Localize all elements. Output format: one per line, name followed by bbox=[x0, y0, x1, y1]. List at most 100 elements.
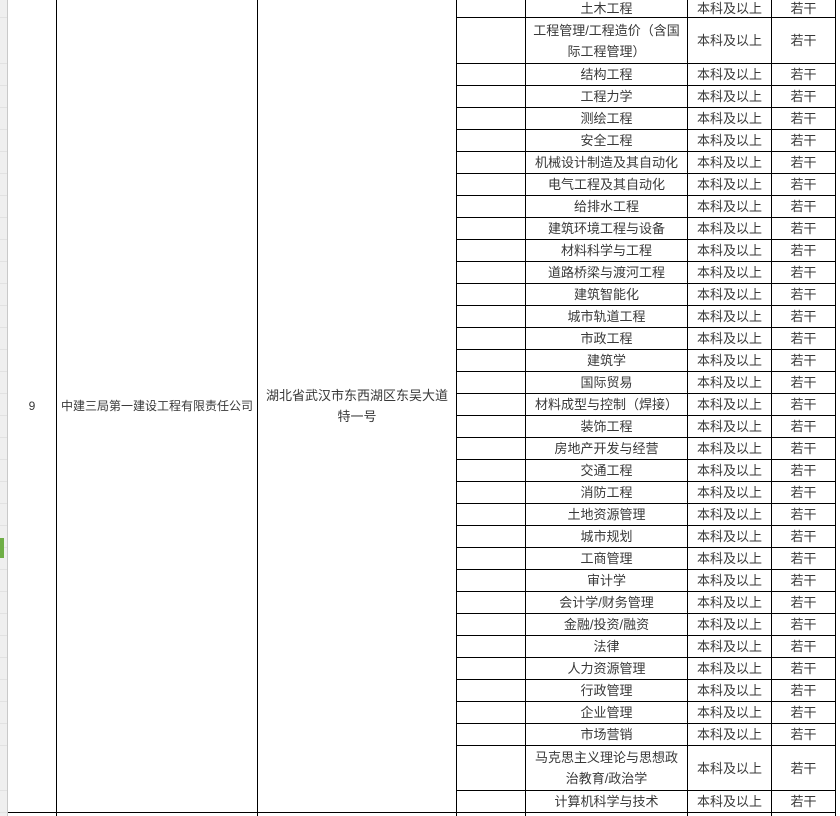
count-cell[interactable]: 若干 bbox=[772, 570, 836, 592]
degree-cell[interactable]: 本科及以上 bbox=[688, 174, 772, 196]
major-cell[interactable]: 机械设计制造及其自动化 bbox=[526, 152, 688, 174]
count-cell[interactable]: 若干 bbox=[772, 482, 836, 504]
major-cell[interactable]: 交通工程 bbox=[526, 460, 688, 482]
empty-cell[interactable] bbox=[457, 328, 526, 350]
count-cell[interactable]: 若干 bbox=[772, 284, 836, 306]
count-cell[interactable]: 若干 bbox=[772, 394, 836, 416]
degree-cell[interactable]: 本科及以上 bbox=[688, 306, 772, 328]
degree-cell[interactable]: 本科及以上 bbox=[688, 86, 772, 108]
major-cell[interactable]: 土木工程 bbox=[526, 0, 688, 18]
empty-cell[interactable] bbox=[457, 394, 526, 416]
major-cell[interactable]: 会计学/财务管理 bbox=[526, 592, 688, 614]
major-cell[interactable]: 安全工程 bbox=[526, 130, 688, 152]
count-cell[interactable]: 若干 bbox=[772, 724, 836, 746]
empty-cell[interactable] bbox=[457, 240, 526, 262]
major-cell[interactable]: 市政工程 bbox=[526, 328, 688, 350]
empty-cell[interactable] bbox=[457, 548, 526, 570]
count-cell[interactable]: 若干 bbox=[772, 64, 836, 86]
major-cell[interactable]: 装饰工程 bbox=[526, 416, 688, 438]
degree-cell[interactable]: 本科及以上 bbox=[688, 0, 772, 18]
empty-cell[interactable] bbox=[457, 702, 526, 724]
empty-cell[interactable] bbox=[457, 658, 526, 680]
degree-cell[interactable]: 本科及以上 bbox=[688, 284, 772, 306]
cutoff-row-cell[interactable] bbox=[526, 813, 688, 816]
degree-cell[interactable]: 本科及以上 bbox=[688, 416, 772, 438]
empty-cell[interactable] bbox=[457, 18, 526, 64]
count-cell[interactable]: 若干 bbox=[772, 130, 836, 152]
major-cell[interactable]: 测绘工程 bbox=[526, 108, 688, 130]
major-cell[interactable]: 材料科学与工程 bbox=[526, 240, 688, 262]
degree-cell[interactable]: 本科及以上 bbox=[688, 460, 772, 482]
degree-cell[interactable]: 本科及以上 bbox=[688, 680, 772, 702]
degree-cell[interactable]: 本科及以上 bbox=[688, 372, 772, 394]
empty-cell[interactable] bbox=[457, 350, 526, 372]
major-cell[interactable]: 工程力学 bbox=[526, 86, 688, 108]
count-cell[interactable]: 若干 bbox=[772, 526, 836, 548]
major-cell[interactable]: 审计学 bbox=[526, 570, 688, 592]
count-cell[interactable]: 若干 bbox=[772, 746, 836, 791]
row-number-cell[interactable]: 9 bbox=[8, 0, 57, 813]
count-cell[interactable]: 若干 bbox=[772, 504, 836, 526]
degree-cell[interactable]: 本科及以上 bbox=[688, 746, 772, 791]
degree-cell[interactable]: 本科及以上 bbox=[688, 526, 772, 548]
count-cell[interactable]: 若干 bbox=[772, 218, 836, 240]
empty-cell[interactable] bbox=[457, 174, 526, 196]
count-cell[interactable]: 若干 bbox=[772, 196, 836, 218]
count-cell[interactable]: 若干 bbox=[772, 658, 836, 680]
empty-cell[interactable] bbox=[457, 636, 526, 658]
major-cell[interactable]: 材料成型与控制（焊接） bbox=[526, 394, 688, 416]
cutoff-row-cell[interactable] bbox=[258, 813, 457, 816]
empty-cell[interactable] bbox=[457, 262, 526, 284]
major-cell[interactable]: 建筑学 bbox=[526, 350, 688, 372]
company-name-cell[interactable]: 中建三局第一建设工程有限责任公司 bbox=[57, 0, 258, 813]
major-cell[interactable]: 土地资源管理 bbox=[526, 504, 688, 526]
cutoff-row-cell[interactable] bbox=[457, 813, 526, 816]
count-cell[interactable]: 若干 bbox=[772, 174, 836, 196]
empty-cell[interactable] bbox=[457, 86, 526, 108]
empty-cell[interactable] bbox=[457, 482, 526, 504]
major-cell[interactable]: 城市规划 bbox=[526, 526, 688, 548]
empty-cell[interactable] bbox=[457, 416, 526, 438]
degree-cell[interactable]: 本科及以上 bbox=[688, 240, 772, 262]
major-cell[interactable]: 计算机科学与技术 bbox=[526, 791, 688, 813]
major-cell[interactable]: 城市轨道工程 bbox=[526, 306, 688, 328]
degree-cell[interactable]: 本科及以上 bbox=[688, 791, 772, 813]
major-cell[interactable]: 建筑智能化 bbox=[526, 284, 688, 306]
degree-cell[interactable]: 本科及以上 bbox=[688, 548, 772, 570]
empty-cell[interactable] bbox=[457, 791, 526, 813]
count-cell[interactable]: 若干 bbox=[772, 460, 836, 482]
cutoff-row-cell[interactable] bbox=[772, 813, 836, 816]
degree-cell[interactable]: 本科及以上 bbox=[688, 152, 772, 174]
degree-cell[interactable]: 本科及以上 bbox=[688, 18, 772, 64]
cutoff-row-cell[interactable] bbox=[8, 813, 57, 816]
row-header-strip[interactable] bbox=[0, 0, 8, 816]
count-cell[interactable]: 若干 bbox=[772, 416, 836, 438]
count-cell[interactable]: 若干 bbox=[772, 614, 836, 636]
count-cell[interactable]: 若干 bbox=[772, 0, 836, 18]
degree-cell[interactable]: 本科及以上 bbox=[688, 482, 772, 504]
empty-cell[interactable] bbox=[457, 592, 526, 614]
empty-cell[interactable] bbox=[457, 504, 526, 526]
degree-cell[interactable]: 本科及以上 bbox=[688, 196, 772, 218]
empty-cell[interactable] bbox=[457, 724, 526, 746]
degree-cell[interactable]: 本科及以上 bbox=[688, 592, 772, 614]
major-cell[interactable]: 电气工程及其自动化 bbox=[526, 174, 688, 196]
count-cell[interactable]: 若干 bbox=[772, 18, 836, 64]
count-cell[interactable]: 若干 bbox=[772, 702, 836, 724]
degree-cell[interactable]: 本科及以上 bbox=[688, 328, 772, 350]
count-cell[interactable]: 若干 bbox=[772, 372, 836, 394]
empty-cell[interactable] bbox=[457, 306, 526, 328]
cutoff-row-cell[interactable] bbox=[57, 813, 258, 816]
degree-cell[interactable]: 本科及以上 bbox=[688, 658, 772, 680]
degree-cell[interactable]: 本科及以上 bbox=[688, 438, 772, 460]
major-cell[interactable]: 行政管理 bbox=[526, 680, 688, 702]
empty-cell[interactable] bbox=[457, 526, 526, 548]
count-cell[interactable]: 若干 bbox=[772, 86, 836, 108]
count-cell[interactable]: 若干 bbox=[772, 108, 836, 130]
count-cell[interactable]: 若干 bbox=[772, 636, 836, 658]
count-cell[interactable]: 若干 bbox=[772, 438, 836, 460]
degree-cell[interactable]: 本科及以上 bbox=[688, 64, 772, 86]
degree-cell[interactable]: 本科及以上 bbox=[688, 570, 772, 592]
degree-cell[interactable]: 本科及以上 bbox=[688, 130, 772, 152]
degree-cell[interactable]: 本科及以上 bbox=[688, 504, 772, 526]
